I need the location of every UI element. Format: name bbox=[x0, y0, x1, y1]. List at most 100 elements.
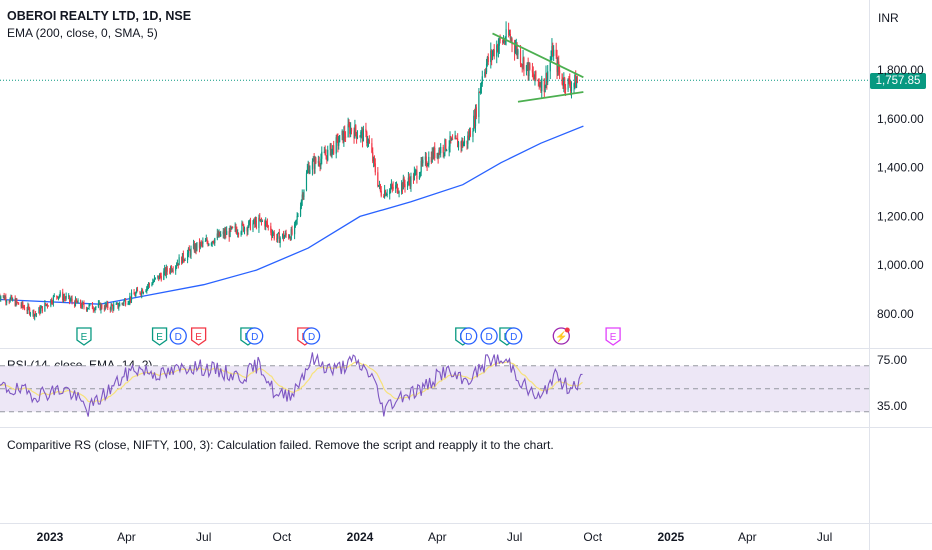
candle-body-366 bbox=[432, 151, 434, 158]
candle-body-229 bbox=[270, 226, 272, 233]
candle-body-153 bbox=[178, 257, 180, 266]
dividend-icon-2[interactable]: D bbox=[169, 327, 187, 345]
event-marker-shape-11[interactable] bbox=[499, 327, 515, 346]
candle-body-92 bbox=[106, 302, 108, 306]
price-tick-label-2: 1,200.00 bbox=[877, 209, 924, 223]
candle-body-405 bbox=[479, 91, 481, 93]
event-marker-shape-2[interactable] bbox=[169, 327, 187, 345]
candle-body-349 bbox=[412, 175, 415, 181]
candle-body-429 bbox=[508, 29, 510, 35]
event-marker-shape-5[interactable] bbox=[246, 327, 264, 345]
candle-body-384 bbox=[454, 136, 456, 140]
candle-body-376 bbox=[444, 139, 446, 153]
event-marker-shape-4[interactable] bbox=[240, 327, 256, 346]
event-marker-shape-13[interactable] bbox=[552, 327, 570, 345]
upcoming-earnings-icon-14[interactable]: E bbox=[605, 327, 621, 346]
candle-body-78 bbox=[89, 303, 91, 305]
dividend-icon-9[interactable]: D bbox=[460, 327, 478, 345]
candle-body-466 bbox=[551, 46, 553, 58]
candle-body-139 bbox=[163, 271, 165, 280]
event-marker-shape-9[interactable] bbox=[460, 327, 478, 345]
candle-body-432 bbox=[510, 38, 512, 40]
event-marker-shape-14[interactable] bbox=[605, 327, 621, 346]
candle-body-377 bbox=[445, 139, 447, 151]
price-tick-label-4: 1,600.00 bbox=[877, 112, 924, 126]
candle-body-198 bbox=[232, 226, 234, 228]
candle-body-211 bbox=[248, 221, 250, 228]
candle-body-464 bbox=[549, 60, 551, 72]
candle-body-381 bbox=[450, 136, 452, 141]
candle-body-296 bbox=[349, 125, 351, 134]
dividend-icon-5[interactable]: D bbox=[246, 327, 264, 345]
event-marker-shape-1[interactable] bbox=[151, 327, 168, 346]
rsi-legend[interactable]: RSI (14, close, EMA, 14, 2) bbox=[7, 358, 153, 372]
earnings-icon-6[interactable]: E bbox=[297, 327, 313, 346]
candle-body-285 bbox=[336, 137, 338, 139]
event-marker-shape-8[interactable] bbox=[455, 327, 471, 346]
candle-body-293 bbox=[344, 136, 347, 138]
split-icon-13[interactable]: ⚡ bbox=[552, 327, 570, 345]
candle-body-375 bbox=[443, 152, 445, 154]
earnings-icon-4[interactable]: E bbox=[240, 327, 256, 346]
candle-body-474 bbox=[561, 73, 563, 85]
ema-line bbox=[0, 125, 584, 305]
candle-body-333 bbox=[392, 186, 394, 189]
candle-body-65 bbox=[74, 298, 77, 307]
candle-body-309 bbox=[365, 128, 367, 133]
candle-body-158 bbox=[184, 259, 186, 261]
event-marker-shape-7[interactable] bbox=[302, 327, 321, 345]
candle-body-175 bbox=[205, 239, 207, 241]
candle-body-307 bbox=[361, 130, 364, 142]
candle-body-382 bbox=[451, 138, 453, 141]
earnings-icon-8[interactable]: E bbox=[455, 327, 471, 346]
candle-body-88 bbox=[101, 304, 103, 309]
earnings-icon-0[interactable]: E bbox=[76, 327, 92, 346]
time-tick-label-10: Jul bbox=[817, 530, 832, 544]
candle-body-421 bbox=[497, 45, 500, 52]
earnings-icon-11[interactable]: E bbox=[499, 327, 515, 346]
event-glyph-10: D bbox=[485, 332, 492, 343]
candle-body-323 bbox=[380, 190, 382, 196]
currency-label[interactable]: INR bbox=[878, 11, 899, 25]
dividend-icon-10[interactable]: D bbox=[480, 327, 498, 345]
event-marker-shape-10[interactable] bbox=[480, 327, 498, 345]
earnings-icon-1[interactable]: E bbox=[151, 327, 168, 346]
candle-body-298 bbox=[350, 128, 353, 132]
candle-body-98 bbox=[113, 304, 115, 310]
event-marker-shape-0[interactable] bbox=[76, 327, 92, 346]
candle-body-212 bbox=[248, 219, 251, 222]
candle-body-414 bbox=[490, 50, 492, 62]
candle-body-210 bbox=[247, 227, 249, 232]
candle-body-435 bbox=[514, 48, 517, 53]
candle-body-32 bbox=[34, 313, 37, 315]
price-axis[interactable]: 800.001,000.001,200.001,400.001,600.001,… bbox=[877, 63, 924, 413]
candle-body-461 bbox=[545, 73, 547, 86]
candle-body-379 bbox=[448, 146, 450, 150]
triangle-trendline-1[interactable] bbox=[517, 91, 584, 103]
time-axis[interactable]: 2023 Apr Jul Oct 2024 Apr Jul Oct 2025 Apr Jul bbox=[37, 530, 833, 544]
candle-body-367 bbox=[433, 147, 435, 158]
candle-body-478 bbox=[564, 87, 567, 90]
triangle-trendline-0[interactable] bbox=[492, 32, 584, 79]
candle-body-355 bbox=[419, 172, 421, 176]
dividend-icon-12[interactable]: D bbox=[505, 327, 523, 345]
candle-body-100 bbox=[116, 303, 118, 305]
event-marker-shape-6[interactable] bbox=[297, 327, 313, 346]
event-glyph-9: D bbox=[465, 332, 472, 343]
dividend-icon-7[interactable]: D bbox=[302, 327, 321, 345]
earnings-icon-3[interactable]: E bbox=[190, 327, 207, 346]
candle-body-436 bbox=[515, 45, 517, 49]
candle-body-137 bbox=[159, 274, 162, 276]
candle-body-434 bbox=[513, 44, 516, 53]
candle-body-255 bbox=[300, 200, 302, 208]
event-marker-shape-3[interactable] bbox=[190, 327, 207, 346]
ema-legend[interactable]: EMA (200, close, 0, SMA, 5) bbox=[7, 26, 158, 40]
candle-body-110 bbox=[128, 301, 130, 304]
candle-body-174 bbox=[204, 240, 207, 242]
candle-body-336 bbox=[396, 184, 398, 193]
candle-body-172 bbox=[201, 242, 203, 244]
candle-body-119 bbox=[139, 291, 141, 294]
event-marker-shape-12[interactable] bbox=[505, 327, 523, 345]
chart-title[interactable]: OBEROI REALTY LTD, 1D, NSE bbox=[7, 9, 192, 23]
